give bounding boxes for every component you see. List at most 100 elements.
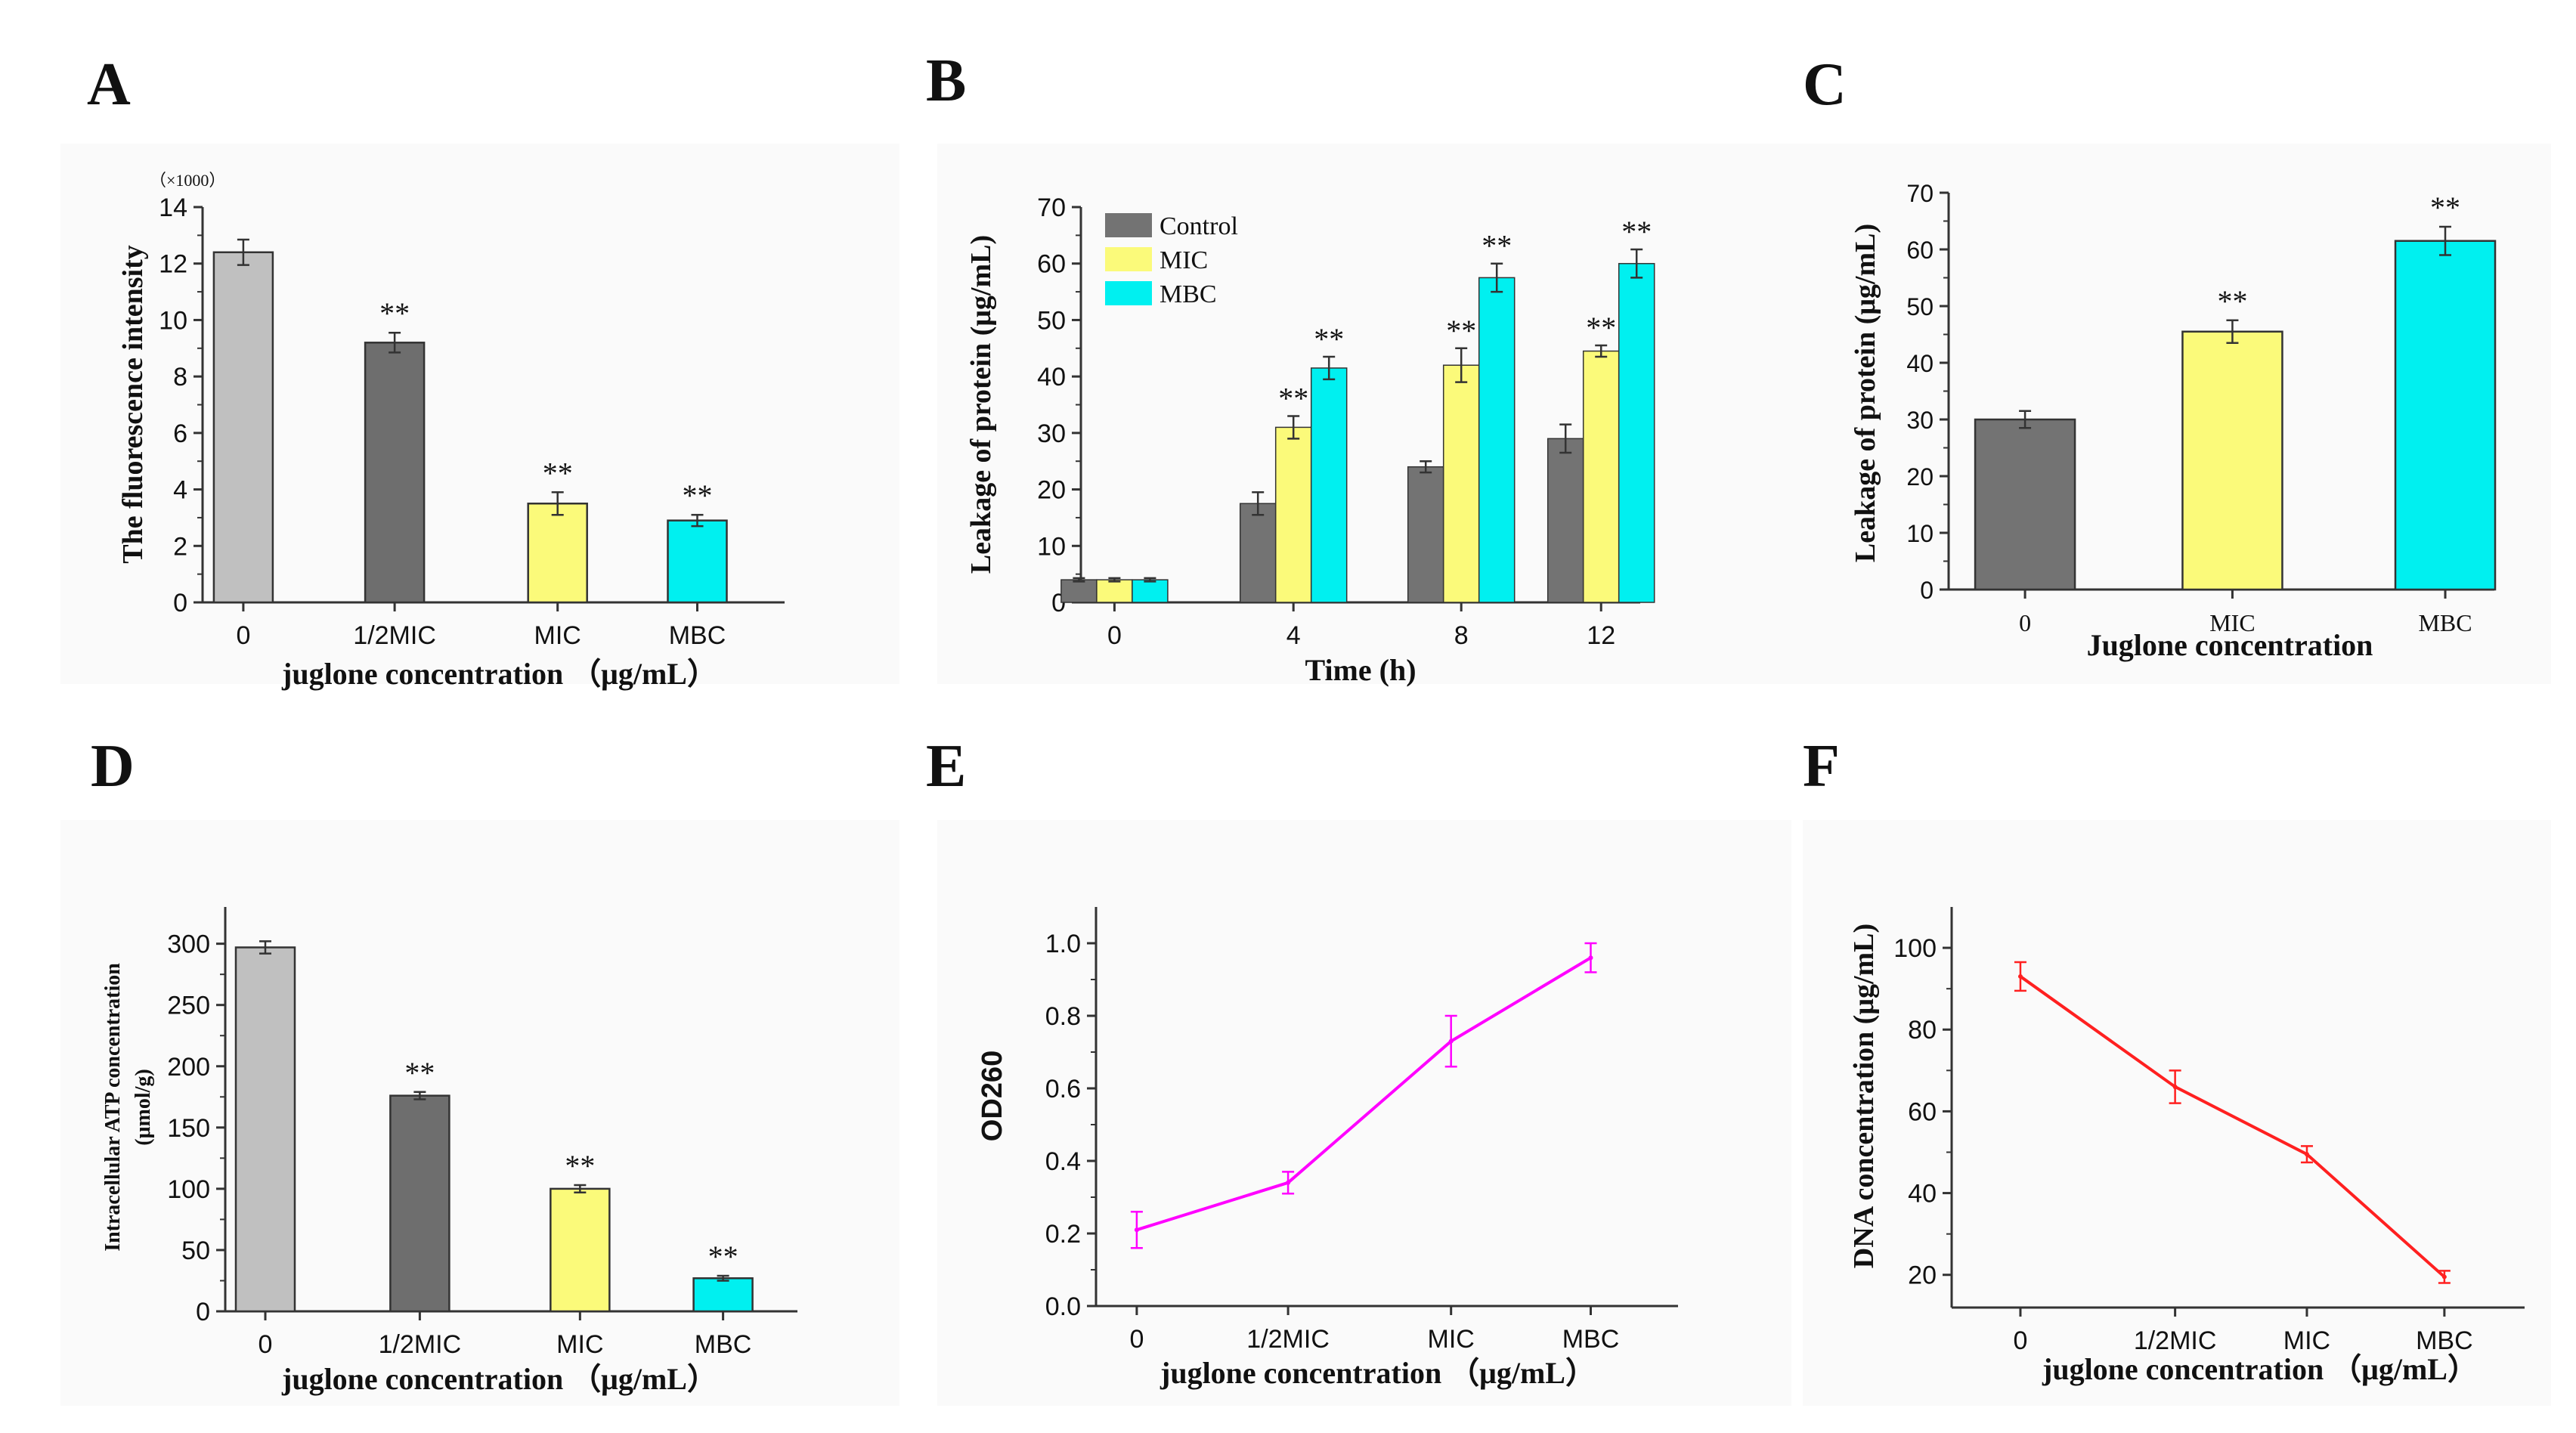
significance-marker: ** (2430, 190, 2460, 224)
x-tick-label: MBC (1562, 1325, 1620, 1354)
x-tick-label: MBC (669, 621, 726, 650)
legend-entry: MIC (1160, 246, 1208, 274)
y-axis-title: Intracellular ATP concentration (101, 963, 125, 1252)
y-tick-label: 200 (167, 1053, 210, 1082)
panel-label: A (87, 51, 131, 118)
x-tick-label: 4 (1286, 621, 1301, 650)
y-tick-label: 0.6 (1045, 1075, 1081, 1103)
bar (2394, 240, 2497, 591)
panel-c: C 0 10 20 30 40 50 60 70 Juglone concentration Lea… (1803, 51, 2551, 684)
x-tick-label: 0 (1107, 621, 1122, 650)
significance-marker: ** (1314, 322, 1344, 356)
x-tick-label: MIC (2209, 609, 2255, 636)
bar (1132, 579, 1169, 603)
bar (667, 519, 728, 604)
bar (1274, 426, 1312, 603)
panel-background (937, 820, 1791, 1406)
y-tick-label: 1.0 (1045, 930, 1081, 958)
x-tick-label: 12 (1587, 621, 1615, 650)
significance-marker: ** (708, 1240, 738, 1274)
x-tick-label: MBC (2418, 609, 2472, 636)
x-axis-title: juglone concentration （μg/mL） (281, 1362, 717, 1396)
data-point (1134, 1227, 1139, 1233)
y-tick-label: 60 (1908, 1097, 1937, 1126)
panel-background (60, 144, 899, 684)
significance-marker: ** (683, 478, 713, 512)
y-tick-label: 100 (1893, 934, 1937, 963)
bar (1974, 418, 2076, 591)
bar (389, 1094, 450, 1313)
y-tick-label: 0.8 (1045, 1002, 1081, 1031)
x-tick-label: MIC (556, 1330, 603, 1359)
significance-marker: ** (565, 1149, 595, 1183)
panel-label: F (1803, 733, 1840, 800)
bar (234, 946, 296, 1313)
x-tick-label: 1/2MIC (353, 621, 436, 650)
data-point (2304, 1152, 2309, 1157)
y-axis-title: DNA concentration (μg/mL) (1848, 924, 1880, 1268)
panel-d: D 0 50 100 150 200 250 300 juglone concentration… (60, 733, 899, 1406)
y-tick-label: 0 (1920, 577, 1934, 604)
legend-swatch (1105, 213, 1152, 237)
y-axis-title: Leakage of protein (μg/mL) (1850, 224, 1881, 562)
significance-marker: ** (379, 296, 410, 330)
data-point (2172, 1084, 2178, 1089)
bar (1618, 262, 1655, 603)
panel-label: C (1803, 51, 1847, 118)
y-tick-label: 70 (1037, 193, 1066, 222)
data-line (2019, 975, 2446, 1278)
y-tick-label: 10 (1906, 520, 1934, 547)
y-tick-label: 20 (1037, 476, 1066, 505)
significance-marker: ** (2217, 284, 2247, 318)
y-tick-label: 20 (1906, 463, 1934, 491)
data-point (1588, 955, 1593, 961)
y-tick-label: 40 (1037, 363, 1066, 392)
bar (527, 503, 588, 604)
legend-swatch (1105, 247, 1152, 271)
panel-label: E (926, 733, 966, 800)
data-point (2441, 1274, 2447, 1280)
y-tick-label: 50 (1906, 293, 1934, 320)
y-tick-label: 10 (1037, 532, 1066, 561)
y-tick-label: 0.4 (1045, 1147, 1081, 1176)
bar (1310, 367, 1348, 603)
y-axis-title: Leakage of protein (μg/mL) (965, 235, 997, 574)
y-tick-label: 6 (173, 419, 187, 448)
y-tick-label: 12 (159, 250, 187, 279)
x-tick-label: MBC (695, 1330, 752, 1359)
y-tick-label: 0.2 (1045, 1220, 1081, 1249)
x-tick-label: 0 (259, 1330, 273, 1359)
x-tick-label: 1/2MIC (1246, 1325, 1330, 1354)
panel-label: B (926, 48, 966, 114)
y-tick-label: 0 (196, 1298, 210, 1326)
data-point (1448, 1038, 1454, 1044)
y-axis-title: OD260 (977, 1051, 1008, 1141)
significance-marker: ** (1278, 381, 1308, 415)
x-tick-label: MIC (1428, 1325, 1475, 1354)
x-tick-label: 0 (2019, 609, 2031, 636)
significance-marker: ** (1482, 229, 1512, 263)
x-tick-label: MIC (2283, 1326, 2330, 1355)
panel-f: F 20 40 60 80 100 juglone concentration （μg/mL… (1803, 733, 2551, 1406)
y-tick-label: 30 (1906, 407, 1934, 434)
bar (364, 342, 426, 604)
bar (1407, 466, 1444, 603)
y-axis-title: The fluorescence intensity (117, 245, 149, 563)
y-tick-label: 50 (181, 1236, 210, 1265)
y-tick-label: 40 (1906, 350, 1934, 377)
panel-a: A 0 2 4 6 8 10 12 14 juglone concentration （μg/mL… (60, 51, 899, 691)
panel-label: D (91, 733, 135, 800)
y-tick-label: 0 (173, 589, 187, 617)
x-axis-title: juglone concentration （μg/mL） (2042, 1352, 2478, 1386)
x-tick-label: 0 (1129, 1325, 1144, 1354)
y-tick-label: 70 (1906, 180, 1934, 207)
bar (2181, 330, 2283, 591)
legend-entry: MBC (1160, 280, 1217, 308)
x-tick-label: 1/2MIC (379, 1330, 462, 1359)
significance-marker: ** (1446, 314, 1476, 348)
x-tick-label: MIC (534, 621, 581, 650)
y-tick-label: 80 (1908, 1016, 1937, 1045)
bar (1547, 438, 1584, 603)
legend-entry: Control (1160, 212, 1238, 240)
